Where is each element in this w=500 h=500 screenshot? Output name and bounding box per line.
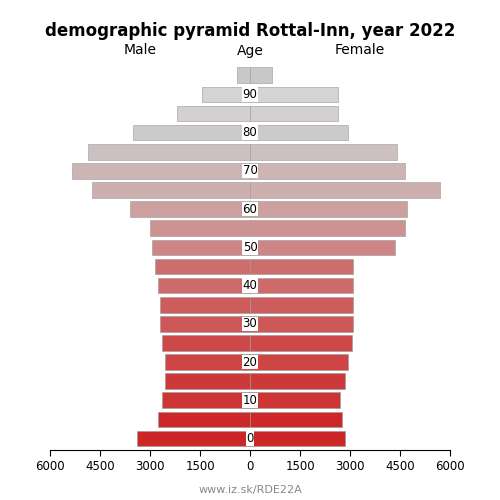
Bar bbox=[72, 163, 250, 178]
Text: 10: 10 bbox=[242, 394, 258, 407]
Bar bbox=[250, 240, 395, 255]
Bar bbox=[202, 86, 250, 102]
Text: 0: 0 bbox=[246, 432, 254, 445]
Text: 80: 80 bbox=[242, 126, 258, 139]
Bar bbox=[250, 354, 348, 370]
Bar bbox=[92, 182, 250, 198]
Text: 90: 90 bbox=[242, 88, 258, 101]
Bar bbox=[250, 182, 440, 198]
Bar bbox=[88, 144, 250, 160]
Bar bbox=[155, 258, 250, 274]
Bar bbox=[165, 374, 250, 389]
Bar bbox=[250, 202, 406, 217]
Text: 50: 50 bbox=[242, 241, 258, 254]
Bar bbox=[150, 220, 250, 236]
Text: Male: Male bbox=[124, 44, 156, 58]
Bar bbox=[250, 68, 272, 83]
Bar bbox=[250, 430, 345, 446]
Bar bbox=[250, 144, 396, 160]
Text: 40: 40 bbox=[242, 279, 258, 292]
Bar bbox=[160, 316, 250, 332]
Bar bbox=[250, 106, 338, 122]
Bar bbox=[250, 125, 348, 140]
Bar bbox=[160, 297, 250, 312]
Bar bbox=[162, 335, 250, 351]
Bar bbox=[250, 374, 345, 389]
Text: 30: 30 bbox=[242, 318, 258, 330]
Bar bbox=[158, 278, 250, 293]
Bar bbox=[162, 392, 250, 408]
Text: Age: Age bbox=[236, 44, 264, 58]
Bar bbox=[238, 68, 250, 83]
Text: 60: 60 bbox=[242, 202, 258, 215]
Text: Female: Female bbox=[335, 44, 385, 58]
Bar bbox=[136, 430, 250, 446]
Text: 20: 20 bbox=[242, 356, 258, 368]
Bar bbox=[250, 258, 354, 274]
Bar bbox=[250, 163, 405, 178]
Bar bbox=[176, 106, 250, 122]
Bar bbox=[250, 392, 340, 408]
Bar bbox=[134, 125, 250, 140]
Bar bbox=[158, 412, 250, 427]
Bar bbox=[250, 220, 405, 236]
Bar bbox=[250, 297, 354, 312]
Bar bbox=[130, 202, 250, 217]
Bar bbox=[250, 86, 338, 102]
Bar bbox=[250, 412, 342, 427]
Bar bbox=[165, 354, 250, 370]
Bar bbox=[250, 316, 354, 332]
Text: 70: 70 bbox=[242, 164, 258, 177]
Text: demographic pyramid Rottal-Inn, year 2022: demographic pyramid Rottal-Inn, year 202… bbox=[45, 22, 455, 40]
Text: www.iz.sk/RDE22A: www.iz.sk/RDE22A bbox=[198, 485, 302, 495]
Bar bbox=[250, 278, 354, 293]
Bar bbox=[250, 335, 352, 351]
Bar bbox=[152, 240, 250, 255]
